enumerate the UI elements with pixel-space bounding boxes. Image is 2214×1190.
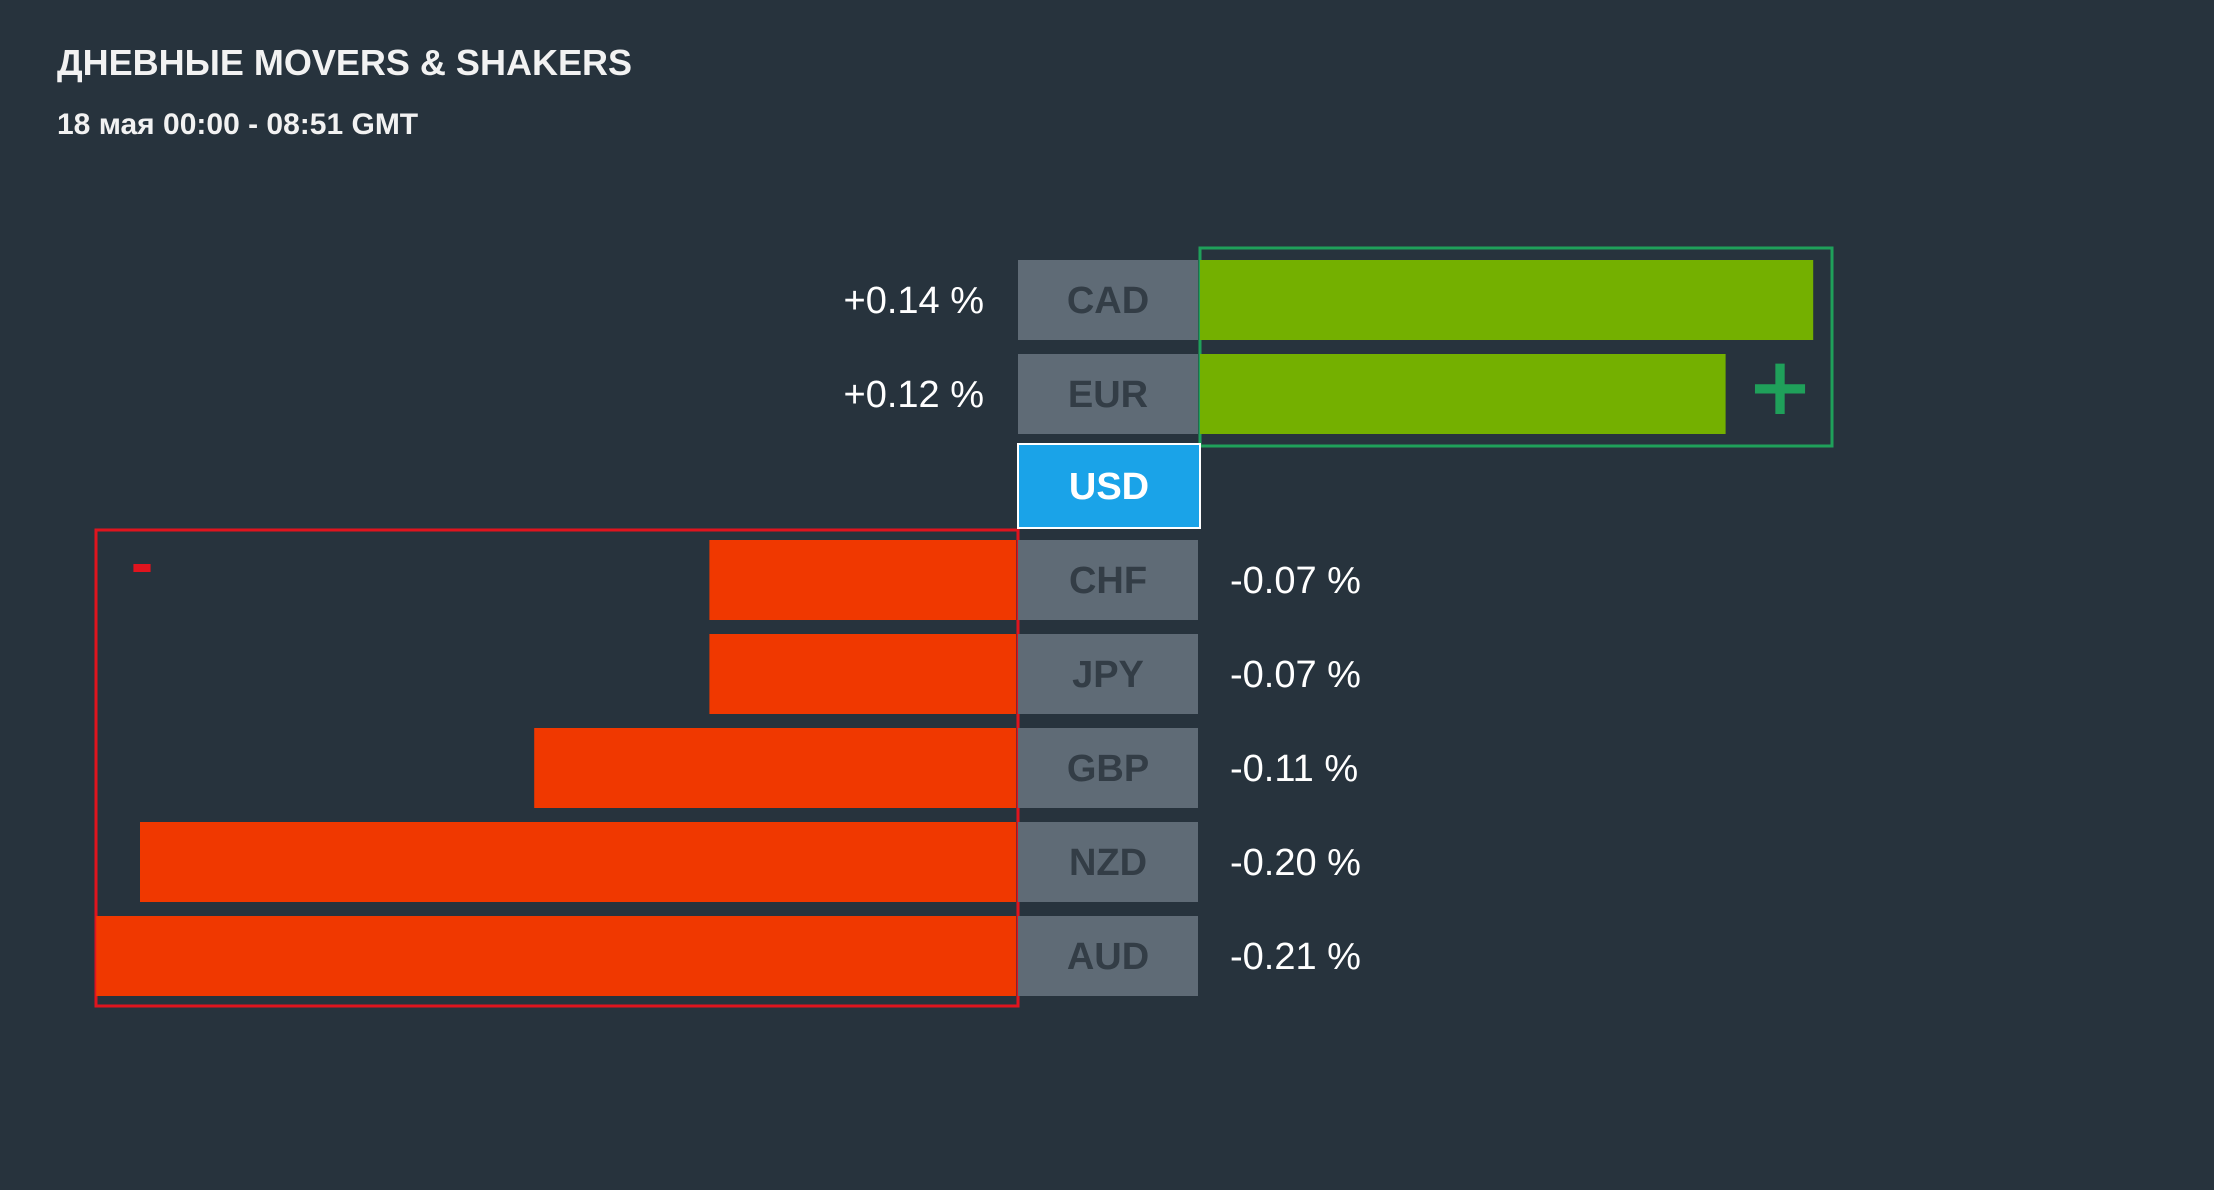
currency-label-nzd: NZD	[1069, 842, 1147, 884]
currency-label-chf: CHF	[1069, 560, 1147, 602]
currency-label-gbp: GBP	[1067, 748, 1149, 790]
value-label-jpy: -0.07 %	[1230, 654, 1361, 696]
label-box-nzd	[1018, 822, 1198, 902]
value-label-cad: +0.14 %	[844, 280, 985, 322]
base-currency-label: USD	[1069, 466, 1149, 508]
label-box-cad	[1018, 260, 1198, 340]
value-label-chf: -0.07 %	[1230, 560, 1361, 602]
chart-subtitle: 18 мая 00:00 - 08:51 GMT	[57, 108, 419, 141]
value-label-nzd: -0.20 %	[1230, 842, 1361, 884]
bar-eur	[1200, 354, 1726, 434]
label-box-aud	[1018, 916, 1198, 996]
currency-label-aud: AUD	[1067, 936, 1149, 978]
chart-title: ДНЕВНЫЕ MOVERS & SHAKERS	[57, 42, 632, 83]
currency-label-jpy: JPY	[1072, 654, 1144, 696]
negative-marker: -	[130, 533, 153, 598]
currency-label-cad: CAD	[1067, 280, 1149, 322]
label-box-chf	[1018, 540, 1198, 620]
positive-marker: +	[1746, 340, 1813, 433]
bar-aud	[96, 916, 1016, 996]
currency-label-eur: EUR	[1068, 374, 1148, 416]
label-box-gbp	[1018, 728, 1198, 808]
bar-chf	[709, 540, 1016, 620]
bar-jpy	[709, 634, 1016, 714]
label-box-eur	[1018, 354, 1198, 434]
positive-frame	[1198, 246, 1834, 448]
bar-nzd	[140, 822, 1016, 902]
label-box-jpy	[1018, 634, 1198, 714]
value-label-aud: -0.21 %	[1230, 936, 1361, 978]
value-label-eur: +0.12 %	[844, 374, 985, 416]
bar-gbp	[534, 728, 1016, 808]
base-currency-box	[1017, 443, 1201, 529]
bar-cad	[1200, 260, 1814, 340]
value-label-gbp: -0.11 %	[1230, 748, 1358, 790]
